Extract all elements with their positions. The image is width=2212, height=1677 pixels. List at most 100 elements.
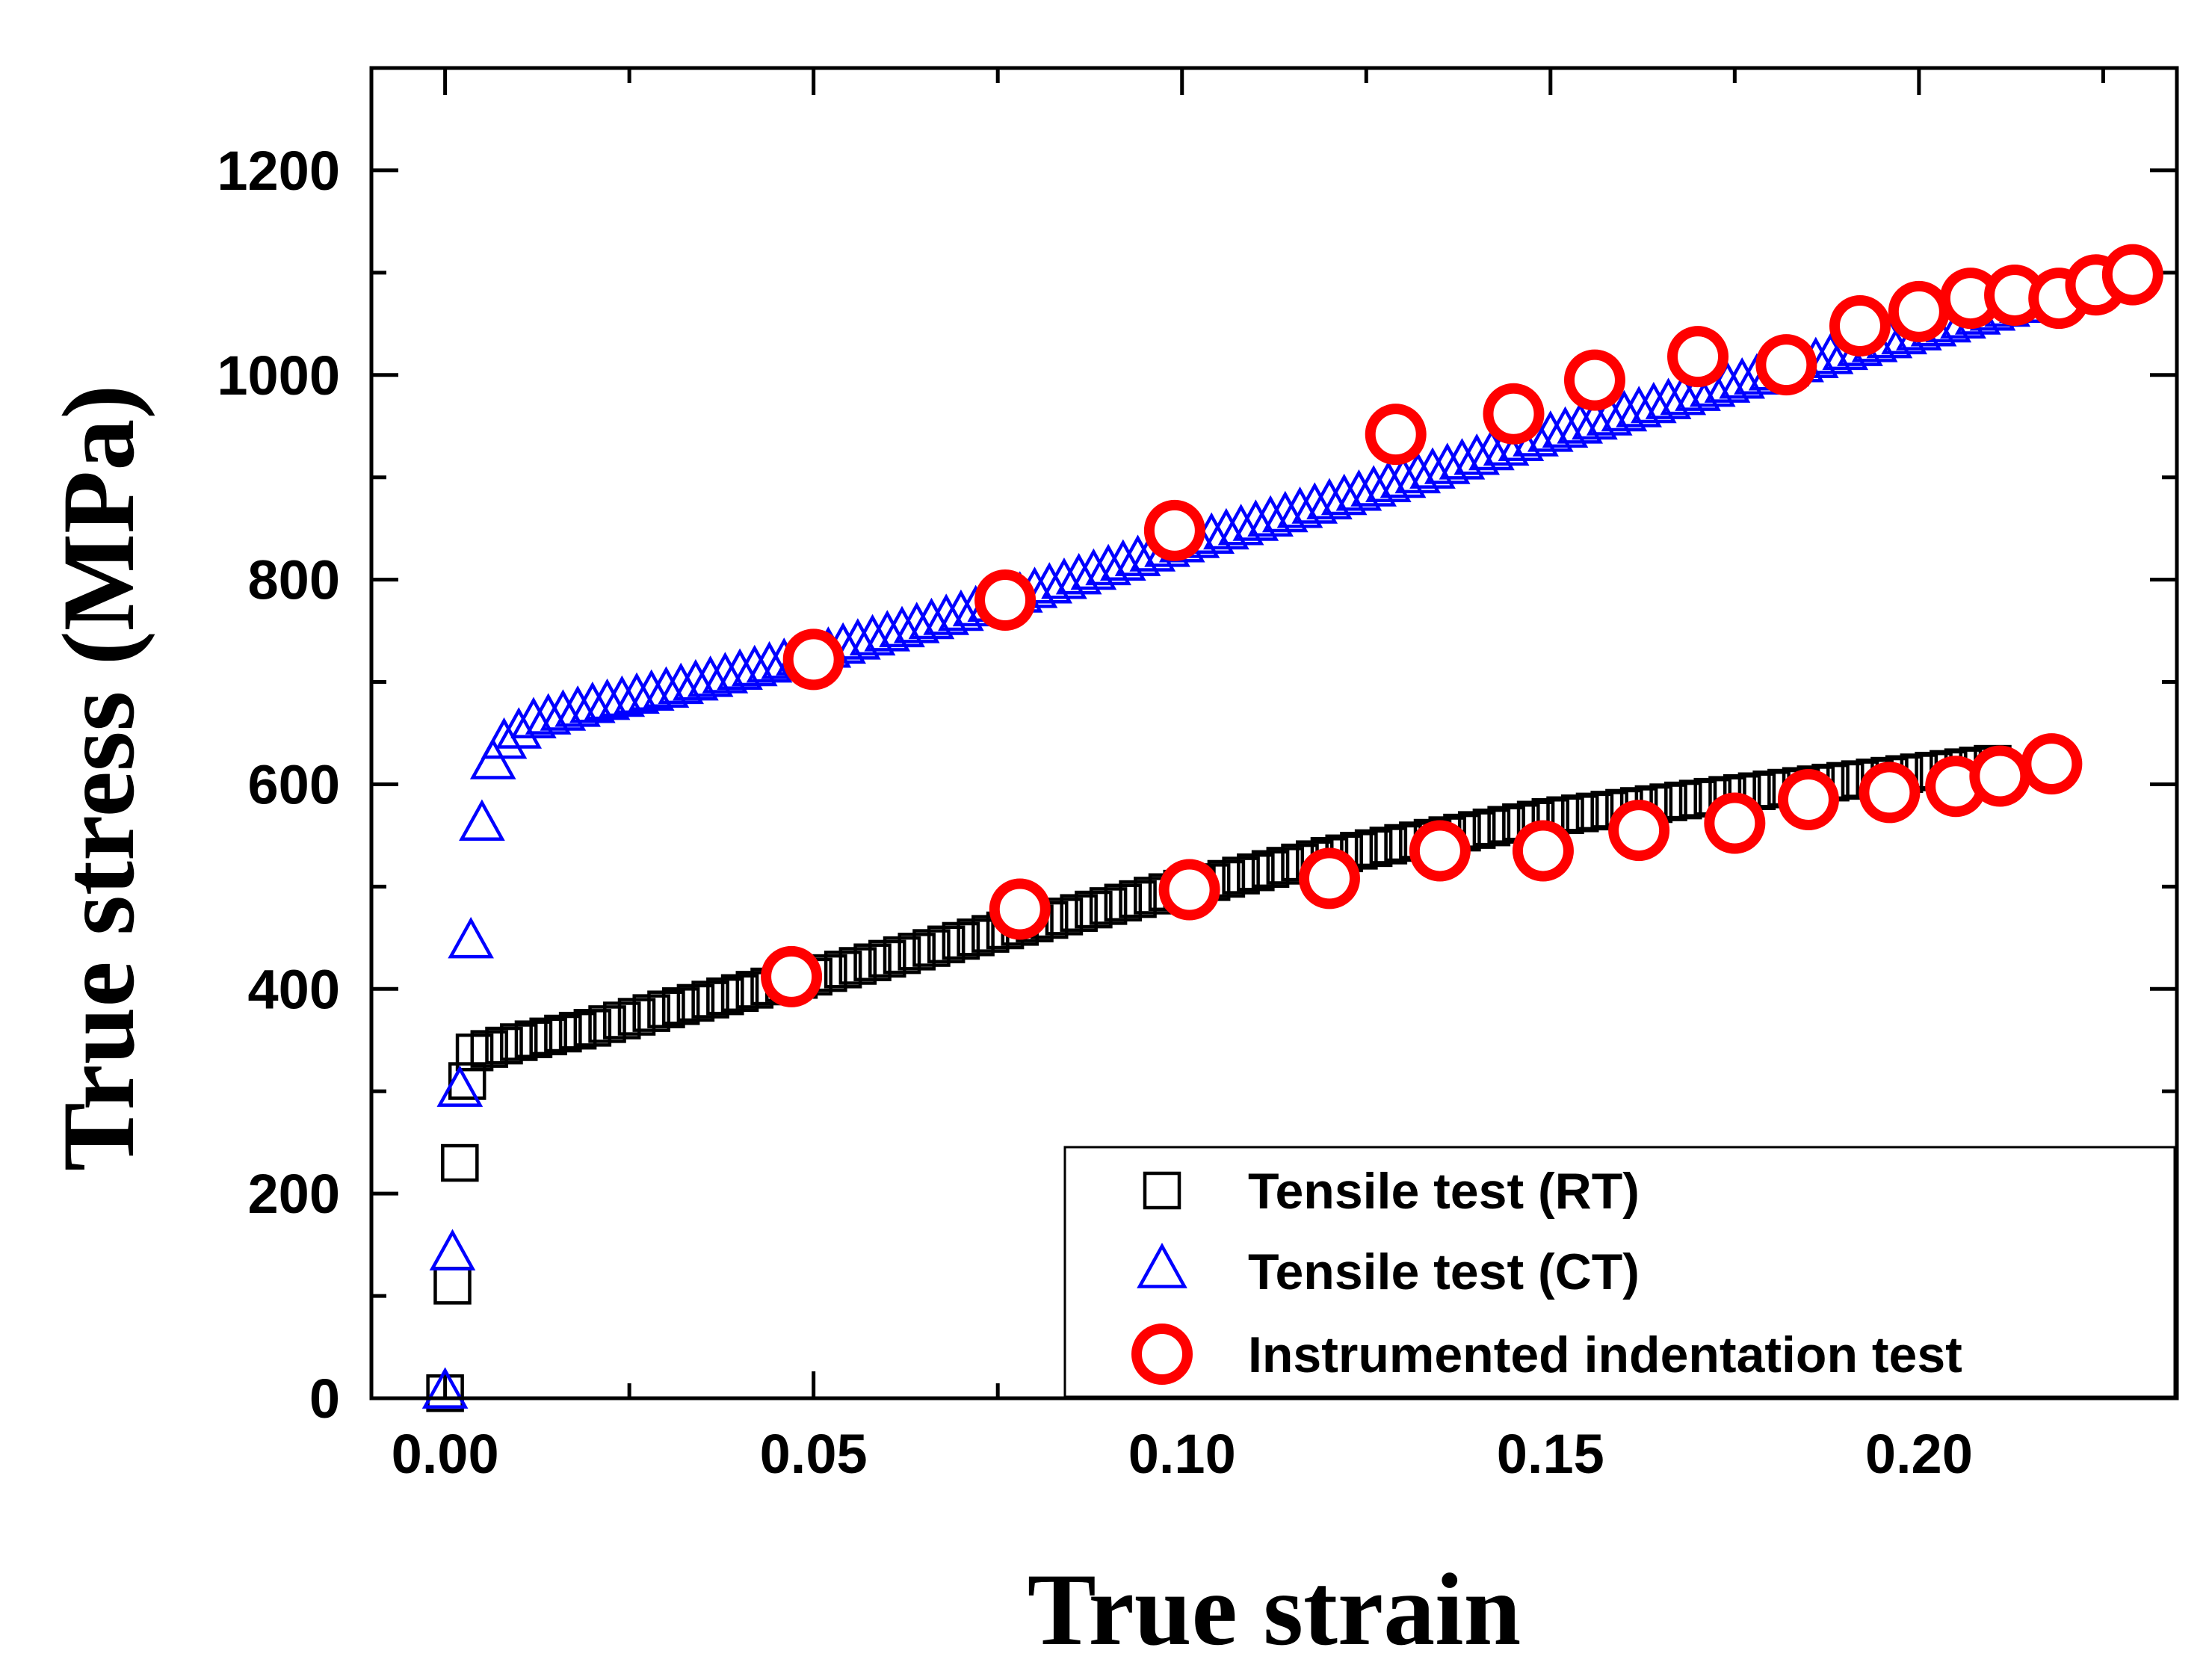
ct-triangle-marker xyxy=(643,666,690,708)
indentation-circle-marker xyxy=(1608,800,1670,862)
indentation-circle-marker xyxy=(1969,745,2031,807)
x-tick-label: 0.00 xyxy=(392,1423,499,1485)
ct-triangle-marker xyxy=(687,655,734,697)
ct-triangle-marker xyxy=(1070,548,1117,590)
rt-square-marker xyxy=(1060,894,1098,932)
rt-square-marker xyxy=(588,1005,626,1043)
rt-square-marker xyxy=(529,1017,567,1056)
rt-square-marker xyxy=(1575,792,1614,831)
indentation-circle-marker xyxy=(1667,326,1729,388)
indentation-circle-marker xyxy=(1365,404,1427,466)
indentation-circle-marker xyxy=(1829,295,1891,357)
x-tick-label: 0.05 xyxy=(760,1423,868,1485)
ct-triangle-marker xyxy=(702,652,749,694)
ct-triangle-marker xyxy=(1675,369,1721,411)
legend-label: Tensile test (RT) xyxy=(1248,1163,1640,1220)
plot-frame xyxy=(369,66,2179,1400)
x-tick-label: 0.15 xyxy=(1497,1423,1604,1485)
rt-square-marker xyxy=(544,1014,582,1053)
indentation-circle-marker xyxy=(2101,244,2163,306)
indentation-circle-marker xyxy=(1483,383,1545,445)
indentation-circle-marker xyxy=(782,629,844,691)
x-tick-label: 0.10 xyxy=(1128,1423,1236,1485)
rt-square-marker xyxy=(898,933,936,971)
ct-triangle-marker xyxy=(1409,447,1456,489)
rt-square-marker xyxy=(1075,890,1113,929)
ct-triangle-marker xyxy=(1601,389,1648,432)
ct-triangle-marker xyxy=(658,662,704,705)
indentation-circle-marker xyxy=(1298,847,1360,909)
y-tick-label: 800 xyxy=(248,549,340,611)
ct-triangle-marker xyxy=(448,916,494,959)
ct-triangle-marker xyxy=(1114,534,1161,576)
ct-triangle-marker xyxy=(554,685,601,727)
ct-triangle-marker xyxy=(879,605,925,648)
ct-triangle-marker xyxy=(717,648,763,690)
ct-triangle-marker xyxy=(1055,552,1102,595)
legend: Tensile test (RT) Tensile test (CT) Instru… xyxy=(1063,1146,2176,1398)
indentation-circle-marker xyxy=(1888,280,1950,342)
indentation-circle-marker xyxy=(2021,733,2083,795)
ct-triangle-marker xyxy=(1041,557,1087,599)
ct-triangle-marker xyxy=(1468,428,1515,471)
ct-triangle-marker xyxy=(1807,333,1854,374)
x-tick-label: 0.20 xyxy=(1865,1423,1973,1485)
rt-square-marker xyxy=(455,1033,494,1072)
rt-square-marker xyxy=(558,1011,597,1050)
ct-triangle-marker xyxy=(1704,361,1751,403)
rt-square-marker xyxy=(485,1026,523,1065)
rt-square-marker xyxy=(1487,806,1525,844)
ct-triangle-marker xyxy=(569,682,616,723)
rt-square-marker xyxy=(1119,880,1157,918)
indentation-circle-marker xyxy=(989,878,1051,940)
ct-triangle-marker xyxy=(469,738,516,779)
rt-square-marker xyxy=(720,974,759,1013)
ct-triangle-marker xyxy=(1380,456,1427,498)
rt-square-marker xyxy=(470,1030,509,1068)
ct-triangle-marker xyxy=(614,672,660,714)
rt-square-marker xyxy=(448,1062,486,1100)
ct-triangle-marker xyxy=(908,597,955,640)
ct-triangle-marker xyxy=(731,644,778,687)
ct-triangle-marker xyxy=(849,614,896,656)
y-axis-title: True stress (MPa) xyxy=(41,385,155,1172)
ct-triangle-marker xyxy=(746,640,793,683)
rt-square-marker xyxy=(617,998,656,1036)
rt-square-marker xyxy=(647,990,685,1028)
rt-square-marker xyxy=(853,943,892,981)
indentation-circle-marker xyxy=(1777,769,1839,830)
ct-triangle-marker xyxy=(923,593,969,635)
x-axis-title: True strain xyxy=(1028,1552,1521,1667)
ct-triangle-marker xyxy=(1631,381,1677,424)
indentation-circle-marker xyxy=(1563,349,1625,411)
rt-square-marker xyxy=(706,977,744,1016)
ct-triangle-marker xyxy=(599,675,646,717)
series-indentation xyxy=(761,244,2163,1007)
indentation-circle-marker xyxy=(1409,820,1471,882)
rt-square-marker xyxy=(1251,850,1290,889)
ct-triangle-marker xyxy=(1203,507,1249,550)
ct-triangle-marker xyxy=(628,669,675,711)
ct-triangle-marker xyxy=(1276,487,1323,528)
ct-triangle-marker xyxy=(584,678,631,720)
ct-triangle-marker xyxy=(864,610,911,652)
rt-square-marker xyxy=(1237,853,1275,892)
y-tick-label: 200 xyxy=(248,1163,340,1225)
ct-triangle-marker xyxy=(1719,356,1766,399)
legend-triangle-icon xyxy=(1137,1242,1187,1288)
indentation-circle-marker xyxy=(1512,820,1574,882)
ct-triangle-marker xyxy=(1616,386,1662,427)
ct-triangle-marker xyxy=(525,693,572,735)
rt-square-marker xyxy=(676,983,715,1022)
rt-square-marker xyxy=(426,1374,464,1412)
rt-square-marker xyxy=(661,987,700,1025)
ct-triangle-marker xyxy=(510,697,557,739)
ct-triangle-marker xyxy=(429,1229,476,1271)
rt-square-marker xyxy=(942,921,980,960)
ct-triangle-marker xyxy=(1542,406,1589,448)
rt-square-marker xyxy=(433,1267,472,1305)
ct-triangle-marker xyxy=(1439,438,1486,480)
ct-triangle-marker xyxy=(1453,433,1501,475)
rt-square-marker xyxy=(1104,883,1143,921)
ct-triangle-marker xyxy=(835,618,881,660)
